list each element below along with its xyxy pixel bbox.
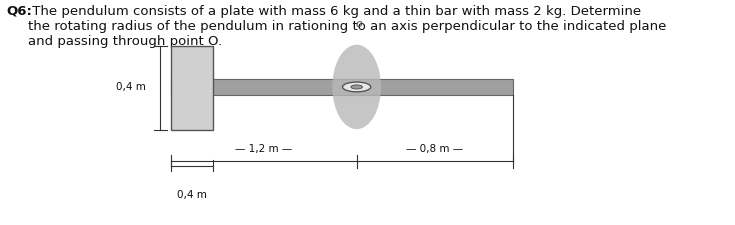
Text: Q6:: Q6: — [7, 5, 32, 18]
Ellipse shape — [332, 45, 381, 129]
Circle shape — [343, 82, 370, 92]
Text: 0,4 m: 0,4 m — [115, 82, 146, 92]
Bar — [171, 46, 212, 130]
Circle shape — [351, 85, 362, 89]
Bar — [171, 79, 514, 95]
Text: o: o — [356, 19, 362, 29]
Text: 0,4 m: 0,4 m — [176, 190, 207, 200]
Text: — 0,8 m —: — 0,8 m — — [406, 144, 463, 154]
Text: The pendulum consists of a plate with mass 6 kg and a thin bar with mass 2 kg. D: The pendulum consists of a plate with ma… — [28, 5, 666, 48]
Text: — 1,2 m —: — 1,2 m — — [235, 144, 293, 154]
